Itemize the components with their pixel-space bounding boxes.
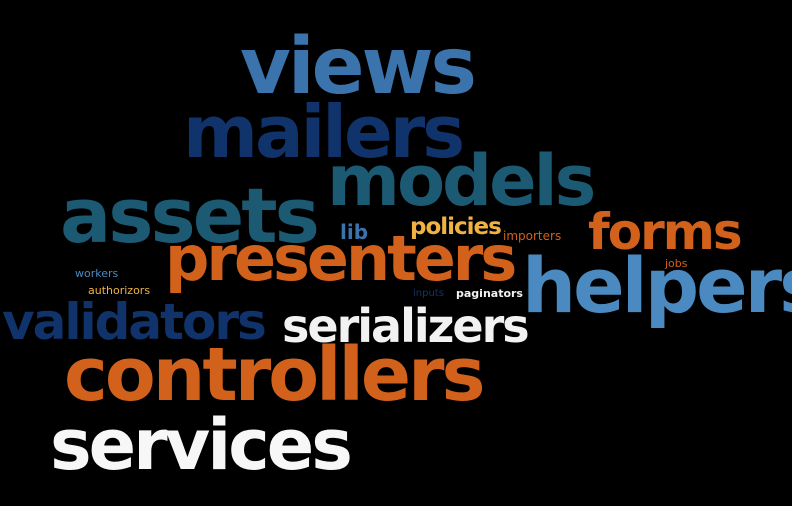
- word-presenters: presenters: [165, 222, 517, 295]
- word-policies: policies: [410, 214, 502, 240]
- word-jobs: jobs: [665, 257, 688, 270]
- word-services: services: [50, 404, 353, 486]
- word-models: models: [327, 140, 596, 222]
- word-importers: importers: [503, 229, 562, 243]
- word-forms: forms: [588, 203, 743, 261]
- word-views: views: [240, 22, 477, 112]
- word-validators: validators: [2, 293, 267, 351]
- word-authorizors: authorizors: [88, 284, 151, 297]
- word-workers: workers: [75, 267, 119, 280]
- word-paginators: paginators: [456, 287, 523, 300]
- word-helpers: helpers: [522, 241, 792, 330]
- word-lib: lib: [340, 220, 369, 244]
- word-controllers: controllers: [64, 332, 486, 418]
- word-serializers: serializers: [282, 299, 530, 353]
- word-assets: assets: [60, 171, 320, 260]
- word-mailers: mailers: [183, 90, 465, 174]
- word-inputs: inputs: [413, 288, 444, 299]
